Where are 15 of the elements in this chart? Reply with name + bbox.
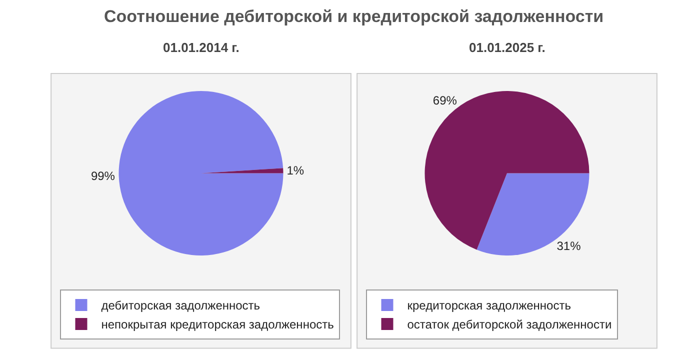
legend-label: остаток дебиторской задолженности bbox=[407, 318, 612, 332]
data-label: 31% bbox=[556, 239, 582, 254]
chart-subtitle: 01.01.2025 г. bbox=[469, 40, 546, 55]
pie-slice bbox=[201, 168, 284, 174]
data-label: 1% bbox=[286, 164, 304, 178]
chart-subtitle: 01.01.2014 г. bbox=[163, 40, 240, 55]
legend-label: непокрытая кредиторская задолженность bbox=[101, 318, 334, 332]
chart-title: Соотношение дебиторской и кредиторской задолженности bbox=[104, 7, 604, 26]
data-label: 99% bbox=[90, 168, 116, 183]
legend-label: кредиторская задолженность bbox=[407, 298, 571, 313]
legend-label: дебиторская задолженность bbox=[101, 298, 260, 313]
pie-slice bbox=[118, 91, 284, 256]
pie-slice bbox=[424, 91, 590, 250]
data-label: 69% bbox=[432, 93, 458, 108]
pie-slice bbox=[476, 173, 590, 256]
